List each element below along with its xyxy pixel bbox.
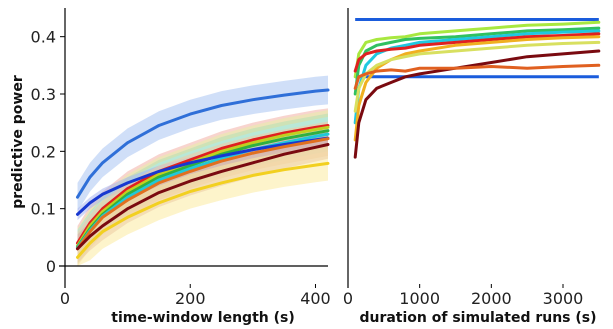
left-y-tick-label-1: 0.1 — [31, 200, 56, 219]
left-series-8-band — [77, 146, 329, 266]
left-y-tick-label-2: 0.2 — [31, 142, 56, 161]
left-series-1-line — [76, 124, 330, 245]
right-series-2-line — [353, 29, 601, 125]
left-x-tick-label-0: 0 — [60, 289, 70, 308]
right-series-3-line — [353, 32, 601, 73]
left-series-6-line — [76, 137, 330, 251]
right-series-4-line — [353, 35, 601, 142]
right-x-axis-label: duration of simulated runs (s) — [359, 310, 596, 326]
left-series-7-line — [76, 143, 330, 251]
right-x-tick-label-1: 1000 — [399, 289, 440, 308]
left-y-tick-label-4: 0.4 — [31, 28, 56, 47]
right-series-5-line — [353, 40, 601, 113]
left-x-tick-label-1: 200 — [175, 289, 206, 308]
right-series-0-line — [353, 20, 601, 79]
left-series-0-band — [77, 75, 329, 212]
left-x-axis-label: time-window length (s) — [111, 310, 294, 326]
left-y-tick-label-0: 0 — [46, 257, 56, 276]
left-y-tick-label-3: 0.3 — [31, 85, 56, 104]
right-x-tick-label-3: 3000 — [543, 289, 584, 308]
left-chart-panel: 0 0.1 0.2 0.3 0.4 0 200 400 — [31, 8, 331, 308]
right-chart-panel: 0 1000 2000 3000 — [343, 8, 601, 308]
right-series-7-line — [353, 63, 601, 90]
left-x-tick-label-2: 400 — [300, 289, 331, 308]
right-series-6-line — [353, 49, 601, 159]
left-series-8-line — [76, 161, 330, 259]
left-series-5-line — [76, 136, 330, 216]
left-y-axis-label: predictive power — [10, 75, 26, 209]
left-series-0-line — [76, 88, 330, 199]
right-x-tick-label-2: 2000 — [471, 289, 512, 308]
right-x-tick-label-0: 0 — [343, 289, 353, 308]
